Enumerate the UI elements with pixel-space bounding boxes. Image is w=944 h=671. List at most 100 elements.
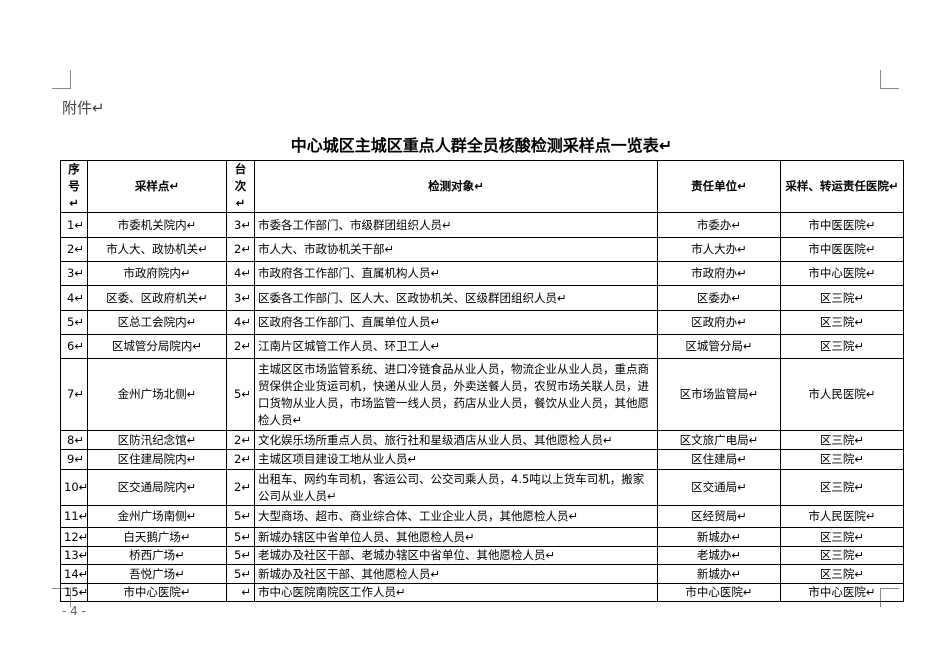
responsible-unit: 区文旅广电局↵ [657,430,781,450]
table-row: 6↵ 区城管分局院内↵ 2↵ 江南片区城管工作人员、环卫工人↵ 区城管分局↵ 区三院↵ [60,334,904,359]
table-row: 9↵ 区住建局院内↵ 2↵ 主城区项目建设工地从业人员↵ 区住建局↵ 区三院↵ [60,449,904,470]
responsible-unit: 区住建局↵ [657,449,781,470]
responsible-hospital: 市人民医院↵ [780,505,904,528]
machine-count: 4↵ [226,310,255,335]
sampling-site: 市人大、政协机关↵ [87,237,227,262]
column-header: 采样、转运责任医院↵ [780,160,904,213]
responsible-hospital: 市人民医院↵ [780,358,904,431]
test-target: 市委各工作部门、市级群团组织人员↵ [254,212,658,238]
responsible-unit: 老城办↵ [657,546,781,565]
machine-count: 5↵ [226,527,255,547]
row-number: 8↵ [60,430,88,450]
corner-mark [880,70,899,89]
sampling-site: 市中心医院↵ [87,583,227,602]
test-target: 江南片区城管工作人员、环卫工人↵ [254,334,658,359]
responsible-hospital: 区三院↵ [780,310,904,335]
row-number: 14↵ [60,564,88,584]
table-row: 11↵ 金州广场南侧↵ 5↵ 大型商场、超市、商业综合体、工业企业人员，其他愿检人员↵… [60,505,904,528]
row-number: 13↵ [60,546,88,565]
sampling-site: 市委机关院内↵ [87,212,227,238]
test-target: 出租车、网约车司机，客运公司、公交司乘人员，4.5吨以上货车司机，搬家公司从业人… [254,469,658,506]
row-number: 1↵ [60,212,88,238]
sampling-site: 白天鹅广场↵ [87,527,227,547]
test-target: 文化娱乐场所重点人员、旅行社和星级酒店从业人员、其他愿检人员↵ [254,430,658,450]
sampling-site: 区城管分局院内↵ [87,334,227,359]
responsible-unit: 市政府办↵ [657,261,781,286]
responsible-unit: 区政府办↵ [657,310,781,335]
test-target: 新城办辖区中省单位人员、其他愿检人员↵ [254,527,658,547]
column-header: 台次↵ [226,160,255,213]
attachment-label: 附件↵ [62,99,105,117]
document-title: 中心城区主城区重点人群全员核酸检测采样点一览表↵ [290,136,673,155]
machine-count: 5↵ [226,564,255,584]
table-row: 12↵ 白天鹅广场↵ 5↵ 新城办辖区中省单位人员、其他愿检人员↵ 新城办↵ 区三院↵ [60,527,904,547]
responsible-hospital: 区三院↵ [780,546,904,565]
responsible-unit: 新城办↵ [657,564,781,584]
sampling-site: 金州广场北侧↵ [87,358,227,431]
column-header: 序号↵ [60,160,88,213]
responsible-hospital: 区三院↵ [780,285,904,311]
responsible-hospital: 区三院↵ [780,449,904,470]
test-target: 新城办及社区干部、其他愿检人员↵ [254,564,658,584]
row-number: 9↵ [60,449,88,470]
responsible-hospital: 区三院↵ [780,469,904,506]
responsible-hospital: 市中心医院↵ [780,261,904,286]
sampling-site: 吾悦广场↵ [87,564,227,584]
machine-count: 5↵ [226,505,255,528]
table-row: 10↵ 区交通局院内↵ 2↵ 出租车、网约车司机，客运公司、公交司乘人员，4.5吨以上… [60,469,904,506]
table-row: 7↵ 金州广场北侧↵ 5↵ 主城区区市场监管系统、进口冷链食品从业人员，物流企业从业人… [60,358,904,431]
responsible-hospital: 市中医医院↵ [780,237,904,262]
header-row: 序号↵ 采样点↵ 台次↵ 检测对象↵ 责任单位↵ 采样、转运责任医院↵ [60,160,904,213]
machine-count: ↵ [226,583,255,602]
responsible-hospital: 市中心医院↵ [780,583,904,602]
sampling-site: 金州广场南侧↵ [87,505,227,528]
column-header: 责任单位↵ [657,160,781,213]
test-target: 市人大、市政协机关干部↵ [254,237,658,262]
row-number: 3↵ [60,261,88,286]
row-number: 4↵ [60,285,88,311]
sampling-site: 区总工会院内↵ [87,310,227,335]
responsible-unit: 区交通局↵ [657,469,781,506]
test-target: 区政府各工作部门、直属单位人员↵ [254,310,658,335]
table-row: 1↵ 市委机关院内↵ 3↵ 市委各工作部门、市级群团组织人员↵ 市委办↵ 市中医医院↵ [60,212,904,238]
responsible-unit: 区市场监管局↵ [657,358,781,431]
responsible-unit: 市中心医院↵ [657,583,781,602]
responsible-unit: 区委办↵ [657,285,781,311]
machine-count: 5↵ [226,358,255,431]
table-row: 2↵ 市人大、政协机关↵ 2↵ 市人大、市政协机关干部↵ 市人大办↵ 市中医医院↵ [60,237,904,262]
machine-count: 2↵ [226,334,255,359]
table-row: 3↵ 市政府院内↵ 4↵ 市政府各工作部门、直属机构人员↵ 市政府办↵ 市中心医院↵ [60,261,904,286]
corner-mark [52,70,71,89]
test-target: 市政府各工作部门、直属机构人员↵ [254,261,658,286]
responsible-unit: 区经贸局↵ [657,505,781,528]
table-row: 15↵ 市中心医院↵ ↵ 市中心医院南院区工作人员↵ 市中心医院↵ 市中心医院↵ [60,583,904,602]
responsible-hospital: 区三院↵ [780,430,904,450]
responsible-hospital: 区三院↵ [780,527,904,547]
responsible-unit: 新城办↵ [657,527,781,547]
responsible-hospital: 区三院↵ [780,564,904,584]
sampling-table: 序号↵ 采样点↵ 台次↵ 检测对象↵ 责任单位↵ 采样、转运责任医院↵ 1↵ 市委机关院内↵… [60,160,904,602]
table-row: 5↵ 区总工会院内↵ 4↵ 区政府各工作部门、直属单位人员↵ 区政府办↵ 区三院↵ [60,310,904,335]
row-number: 5↵ [60,310,88,335]
machine-count: 2↵ [226,430,255,450]
responsible-hospital: 区三院↵ [780,334,904,359]
table-row: 4↵ 区委、区政府机关↵ 3↵ 区委各工作部门、区人大、区政协机关、区级群团组织人员↵… [60,285,904,311]
test-target: 老城办及社区干部、老城办辖区中省单位、其他愿检人员↵ [254,546,658,565]
row-number: 10↵ [60,469,88,506]
test-target: 区委各工作部门、区人大、区政协机关、区级群团组织人员↵ [254,285,658,311]
row-number: 7↵ [60,358,88,431]
table-row: 8↵ 区防汛纪念馆↵ 2↵ 文化娱乐场所重点人员、旅行社和星级酒店从业人员、其他愿检人… [60,430,904,450]
responsible-unit: 区城管分局↵ [657,334,781,359]
table-row: 13↵ 桥西广场↵ 5↵ 老城办及社区干部、老城办辖区中省单位、其他愿检人员↵ 老城办↵… [60,546,904,565]
machine-count: 2↵ [226,449,255,470]
machine-count: 3↵ [226,285,255,311]
test-target: 主城区区市场监管系统、进口冷链食品从业人员，物流企业从业人员，重点商贸保供企业货… [254,358,658,431]
sampling-site: 区委、区政府机关↵ [87,285,227,311]
row-number: 15↵ [60,583,88,602]
responsible-unit: 市人大办↵ [657,237,781,262]
test-target: 大型商场、超市、商业综合体、工业企业人员，其他愿检人员↵ [254,505,658,528]
machine-count: 4↵ [226,261,255,286]
sampling-site: 区住建局院内↵ [87,449,227,470]
column-header: 采样点↵ [87,160,227,213]
